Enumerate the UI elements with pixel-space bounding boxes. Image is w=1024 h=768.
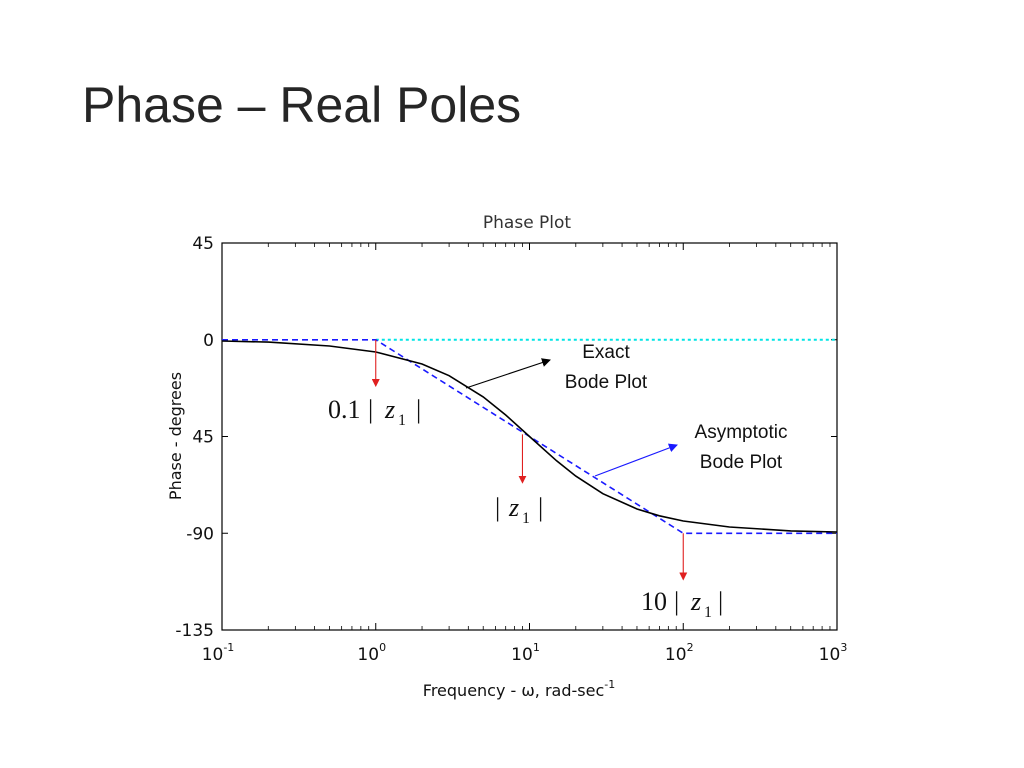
- y-tick-label: -135: [175, 621, 214, 641]
- corner-label-high: 10 | z 1 |: [641, 587, 723, 621]
- asymptotic-label-line1: Asymptotic: [695, 422, 788, 443]
- asymptotic-pointer-arrow: [594, 443, 678, 477]
- exact-bode-curve: [222, 340, 837, 533]
- corner-low-bar-open: |: [368, 395, 373, 424]
- minor-ticks: [267, 243, 831, 630]
- y-tick-label: 45: [192, 428, 214, 448]
- x-axis-label: Frequency - ω, rad-sec-1: [423, 678, 615, 700]
- corner-label-low: 0.1 | z 1 |: [328, 395, 421, 429]
- corner-high-bar-open: |: [674, 587, 679, 616]
- x-tick-label: 102: [665, 641, 694, 665]
- x-axis-label-exp: -1: [604, 678, 615, 691]
- corner-high-coef: 10: [641, 587, 667, 616]
- y-tick-label: 45: [192, 234, 214, 254]
- exact-label-line1: Exact: [582, 342, 630, 363]
- corner-mid-sub: 1: [522, 510, 530, 527]
- y-tick-label: -90: [186, 524, 214, 544]
- corner-mid-bar-close: |: [538, 493, 543, 522]
- y-tick-label: 0: [203, 331, 214, 351]
- x-tick-label: 101: [511, 641, 540, 665]
- corner-low-sub: 1: [398, 412, 406, 429]
- corner-low-var: z: [384, 395, 395, 424]
- corner-high-sub: 1: [704, 604, 712, 621]
- y-axis-label: Phase - degrees: [166, 372, 185, 500]
- corner-low-coef: 0.1: [328, 395, 361, 424]
- corner-low-bar-close: |: [416, 395, 421, 424]
- corner-label-mid: | z 1 |: [495, 493, 543, 527]
- x-axis-ticks: 10-1 100 101 102 103: [202, 243, 848, 665]
- slide-title: Phase – Real Poles: [82, 77, 522, 133]
- x-tick-label: 100: [357, 641, 386, 665]
- corner-mid-var: z: [508, 493, 519, 522]
- asymptotic-label-line2: Bode Plot: [700, 452, 783, 473]
- exact-pointer-arrow: [465, 358, 551, 389]
- corner-mid-bar-open: |: [495, 493, 500, 522]
- corner-markers: [371, 339, 688, 581]
- x-tick-label: 103: [819, 641, 848, 665]
- corner-high-bar-close: |: [718, 587, 723, 616]
- x-axis-label-main: Frequency - ω, rad-sec: [423, 681, 604, 700]
- y-axis-ticks: 45 0 45 -90 -135: [175, 234, 837, 641]
- exact-label-line2: Bode Plot: [565, 372, 648, 393]
- corner-high-var: z: [690, 587, 701, 616]
- x-tick-label: 10-1: [202, 641, 235, 665]
- chart-title: Phase Plot: [483, 213, 572, 233]
